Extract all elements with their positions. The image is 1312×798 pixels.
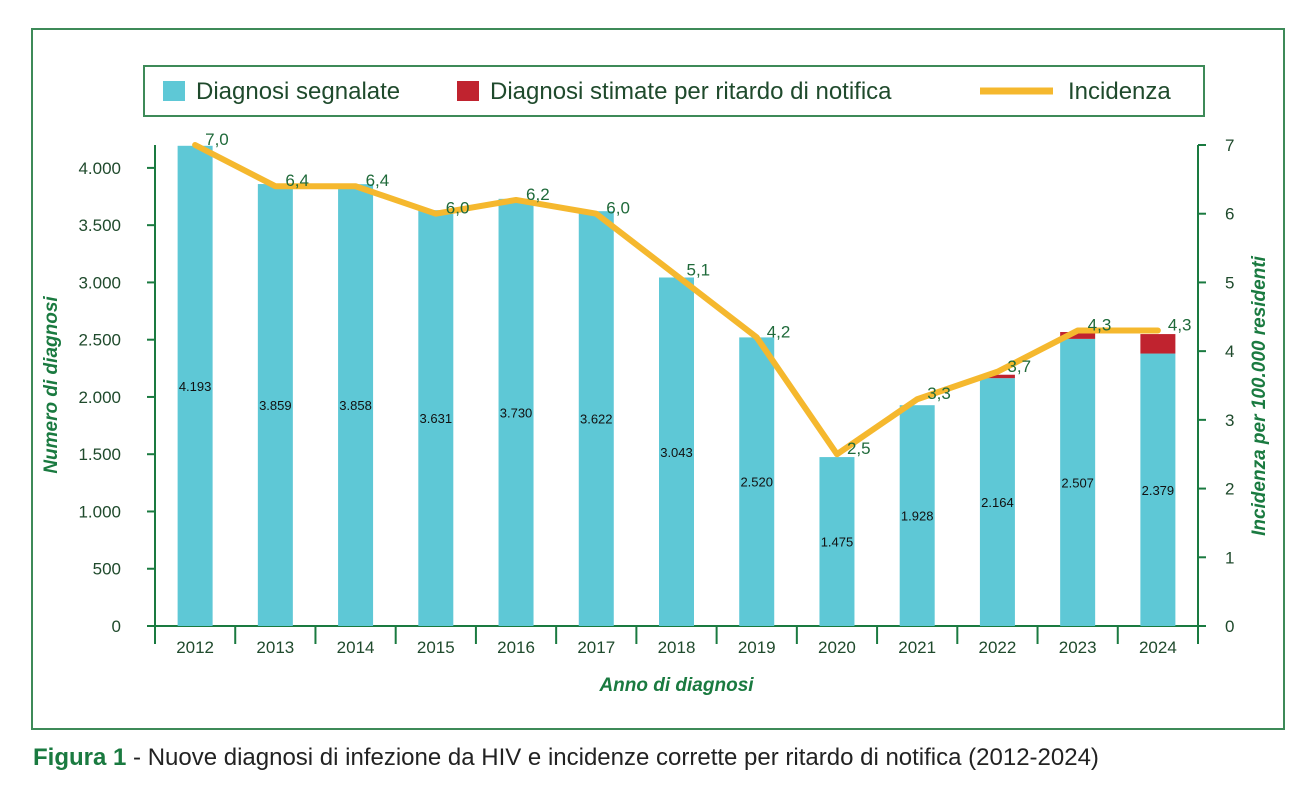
y-tick-label-left: 2.500 xyxy=(78,331,121,350)
bar-reported xyxy=(418,210,454,626)
bar-value-label: 3.631 xyxy=(420,411,453,426)
bar-reported xyxy=(177,145,213,626)
incidence-value-label: 6,2 xyxy=(526,185,550,204)
legend-box xyxy=(143,65,1205,117)
y-tick-label-left: 3.500 xyxy=(78,216,121,235)
bar-value-label: 1.928 xyxy=(901,509,934,524)
bar-estimated xyxy=(1140,334,1176,354)
bar-reported xyxy=(819,457,855,626)
y-tick-label-left: 1.500 xyxy=(78,445,121,464)
legend-swatch-estimated xyxy=(457,81,479,101)
y-tick-label-right: 6 xyxy=(1225,205,1234,224)
y-tick-label-left: 1.000 xyxy=(78,502,121,521)
incidence-line xyxy=(192,142,1161,458)
y-tick-label-right: 2 xyxy=(1225,480,1234,499)
bar-value-label: 3.859 xyxy=(259,398,292,413)
chart-frame xyxy=(31,28,1285,730)
x-tick-label: 2020 xyxy=(818,638,856,657)
bar-value-label: 3.730 xyxy=(500,405,533,420)
y-tick-label-right: 1 xyxy=(1225,548,1234,567)
chart: Diagnosi segnalate Diagnosi stimate per r… xyxy=(41,65,1270,696)
bar-estimated xyxy=(1060,332,1096,339)
legend-label-incidence: Incidenza xyxy=(1068,78,1171,105)
bar-reported xyxy=(257,184,293,626)
x-tick-label: 2017 xyxy=(577,638,615,657)
incidence-value-label: 6,4 xyxy=(366,171,390,190)
legend-label-reported: Diagnosi segnalate xyxy=(196,78,400,105)
x-axis-title: Anno di diagnosi xyxy=(598,675,754,696)
bar-value-label: 3.622 xyxy=(580,412,613,427)
incidence-value-label: 4,3 xyxy=(1168,316,1192,335)
y-tick-label-left: 4.000 xyxy=(78,159,121,178)
x-tick-label: 2018 xyxy=(658,638,696,657)
incidence-value-label: 6,0 xyxy=(606,199,630,218)
bar-value-label: 2.520 xyxy=(740,475,773,490)
x-tick-label: 2012 xyxy=(176,638,214,657)
caption-text: - Nuove diagnosi di infezione da HIV e i… xyxy=(126,744,1099,771)
incidence-value-label: 2,5 xyxy=(847,439,871,458)
y-axis-title-left: Numero di diagnosi xyxy=(41,296,62,474)
x-tick-label: 2015 xyxy=(417,638,455,657)
y-tick-label-right: 5 xyxy=(1225,273,1234,292)
x-tick-label: 2019 xyxy=(738,638,776,657)
incidence-value-label: 7,0 xyxy=(205,130,229,149)
y-tick-label-left: 2.000 xyxy=(78,388,121,407)
y-tick-label-right: 4 xyxy=(1225,342,1234,361)
bar-reported xyxy=(1060,338,1096,626)
bar-value-label: 3.043 xyxy=(660,445,693,460)
y-tick-label-right: 7 xyxy=(1225,136,1234,155)
figure-number: Figura 1 xyxy=(33,744,127,771)
y-tick-label-right: 3 xyxy=(1225,411,1234,430)
y-axis-title-right: Incidenza per 100.000 residenti xyxy=(1249,255,1270,536)
bar-reported xyxy=(498,198,534,627)
bar-reported xyxy=(979,378,1015,626)
legend-label-estimated: Diagnosi stimate per ritardo di notifica xyxy=(490,78,892,105)
incidence-value-label: 4,3 xyxy=(1088,316,1112,335)
incidence-value-label: 4,2 xyxy=(767,322,791,341)
y-tick-label-left: 0 xyxy=(112,617,121,636)
bar-value-label: 2.164 xyxy=(981,495,1014,510)
incidence-value-label: 3,3 xyxy=(927,384,951,403)
x-tick-label: 2022 xyxy=(979,638,1017,657)
x-tick-label: 2013 xyxy=(256,638,294,657)
bar-reported xyxy=(739,337,775,626)
y-tick-label-right: 0 xyxy=(1225,617,1234,636)
figure-caption: Figura 1 - Nuove diagnosi di infezione d… xyxy=(33,744,1099,772)
bar-value-label: 2.507 xyxy=(1061,475,1094,490)
x-tick-label: 2016 xyxy=(497,638,535,657)
bar-value-label: 4.193 xyxy=(179,379,212,394)
incidence-value-label: 6,4 xyxy=(285,171,309,190)
x-tick-label: 2014 xyxy=(337,638,375,657)
bar-reported xyxy=(578,211,614,626)
x-tick-label: 2024 xyxy=(1139,638,1177,657)
bar-reported xyxy=(899,405,935,626)
x-tick-label: 2021 xyxy=(898,638,936,657)
bar-value-label: 2.379 xyxy=(1142,483,1175,498)
x-tick-label: 2023 xyxy=(1059,638,1097,657)
bar-reported xyxy=(1140,353,1176,626)
incidence-value-label: 3,7 xyxy=(1007,357,1031,376)
bar-reported xyxy=(338,184,374,626)
legend-swatch-reported xyxy=(163,81,185,101)
incidence-value-label: 6,0 xyxy=(446,199,470,218)
bar-value-label: 1.475 xyxy=(821,535,854,550)
y-tick-label-left: 3.000 xyxy=(78,273,121,292)
y-tick-label-left: 500 xyxy=(93,560,121,579)
incidence-value-label: 5,1 xyxy=(687,261,711,280)
bar-value-label: 3.858 xyxy=(339,398,372,413)
bar-estimated xyxy=(979,374,1015,379)
bar-reported xyxy=(659,277,694,626)
